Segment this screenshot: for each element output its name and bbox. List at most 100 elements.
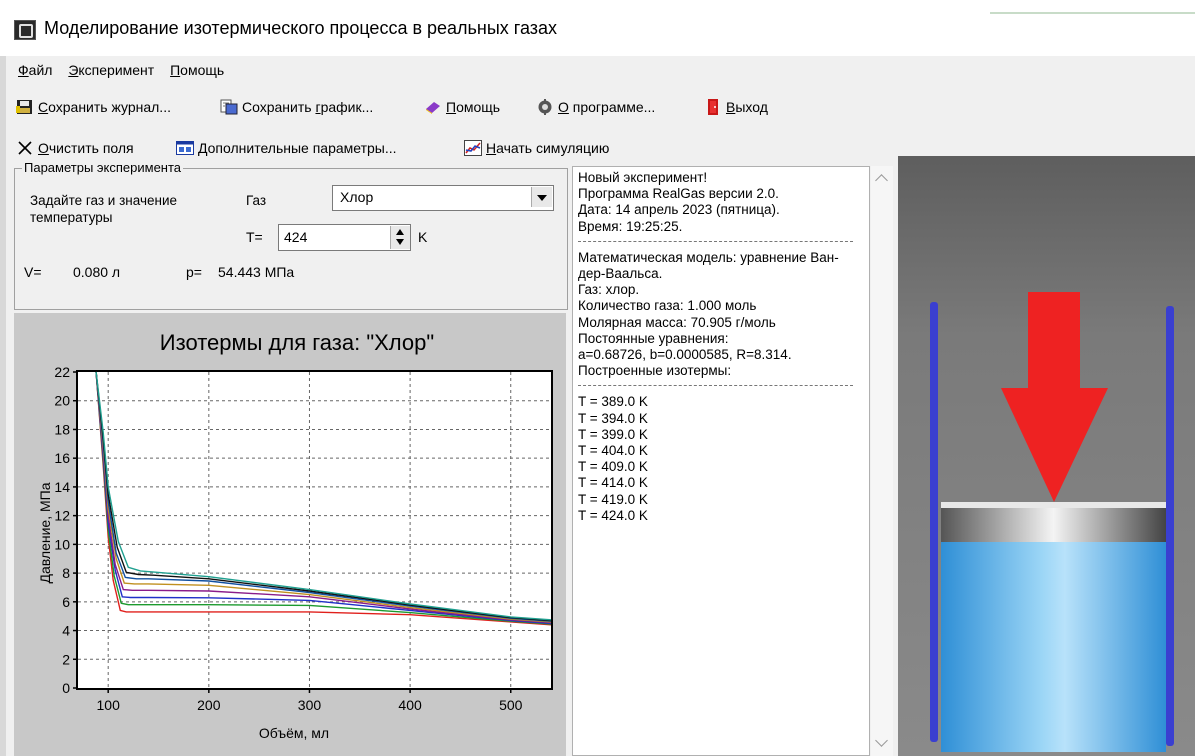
isotherm-line: [95, 371, 552, 625]
log-separator: [578, 240, 853, 242]
params-hint: Задайте газ и значение температуры: [30, 193, 177, 225]
isotherm-chart: Изотермы для газа: "Хлор" Объём, мл Давл…: [14, 313, 566, 756]
chevron-down-icon[interactable]: [531, 187, 552, 207]
gas-select[interactable]: [332, 185, 554, 211]
piston-simulation: [898, 156, 1195, 756]
log-line: Время: 19:25:25.: [578, 218, 683, 234]
gas-select-value: Хлор: [340, 189, 374, 205]
floppy-disk-icon: [16, 100, 32, 114]
title-bar: [0, 0, 1195, 56]
ticks: 100 200 300 400 500 0 2 4 6 8 10 12 14 16 18 20 22: [54, 364, 522, 713]
save-chart-icon: [220, 99, 238, 115]
gas-volume: [941, 542, 1166, 752]
chart-title: Изотермы для газа: "Хлор": [160, 330, 434, 355]
title-accent-line: [990, 12, 1195, 14]
menu-bar: Файл Эксперимент Помощь: [18, 62, 236, 86]
isotherm-line: [95, 371, 552, 624]
log-line: T = 394.0 K: [578, 410, 648, 426]
pressure-value: 54.443 МПа: [218, 264, 295, 280]
temperature-spinner[interactable]: [390, 226, 410, 249]
log-line: Программа RealGas версии 2.0.: [578, 186, 779, 202]
y-tick-label: 18: [54, 421, 70, 437]
menu-experiment[interactable]: Эксперимент: [68, 62, 155, 78]
x-tick-label: 300: [298, 697, 322, 713]
isotherm-line: [95, 371, 552, 625]
volume-value: 0.080 л: [73, 264, 121, 280]
series-group: [95, 371, 552, 626]
isotherm-line: [95, 371, 552, 621]
y-tick-label: 22: [54, 364, 70, 380]
x-tick-label: 400: [398, 697, 422, 713]
chart-graph-icon: [464, 140, 482, 156]
log-line: T = 409.0 K: [578, 459, 648, 475]
log-scrollbar[interactable]: [871, 166, 893, 756]
plot-area: [76, 370, 553, 690]
app-icon: [14, 20, 36, 40]
y-tick-label: 16: [54, 450, 70, 466]
menu-file[interactable]: Файл: [18, 62, 53, 78]
y-tick-label: 0: [62, 680, 70, 696]
log-line: Количество газа: 1.000 моль: [578, 298, 757, 314]
help-button[interactable]: Помощь: [424, 99, 500, 115]
log-line: Дата: 14 апрель 2023 (пятница).: [578, 202, 780, 218]
down-arrow-icon: [1001, 292, 1108, 502]
y-tick-label: 4: [62, 623, 70, 639]
pressure-label: p=: [186, 264, 202, 280]
log-line: T = 419.0 K: [578, 491, 648, 507]
clear-fields-button[interactable]: Очистить поля: [16, 140, 134, 156]
isotherm-line: [95, 371, 552, 622]
window-title: Моделирование изотермического процесса в…: [44, 18, 558, 38]
temperature-input[interactable]: [278, 224, 411, 251]
exit-button[interactable]: Выход: [704, 99, 768, 115]
log-separator: [578, 385, 853, 387]
y-tick-label: 8: [62, 565, 70, 581]
y-tick-label: 12: [54, 508, 70, 524]
isotherm-line: [95, 371, 552, 623]
log-line: T = 414.0 K: [578, 475, 648, 491]
experiment-log[interactable]: [572, 166, 870, 756]
volume-label: V=: [24, 264, 42, 280]
window-left-edge: [0, 56, 6, 756]
y-tick-label: 6: [62, 594, 70, 610]
extra-params-button[interactable]: Дополнительные параметры...: [176, 140, 397, 156]
isotherm-line: [95, 371, 552, 626]
x-tick-label: 500: [499, 697, 523, 713]
x-axis-label: Объём, мл: [259, 725, 329, 741]
start-simulation-button[interactable]: Начать симуляцию: [464, 140, 609, 156]
help-book-icon: [426, 102, 440, 114]
cylinder-left-wall: [930, 302, 938, 742]
x-tick-label: 100: [97, 697, 121, 713]
y-tick-label: 2: [62, 651, 70, 667]
log-line: Построенные изотермы:: [578, 363, 732, 379]
log-line: T = 404.0 K: [578, 443, 648, 459]
piston-top: [941, 502, 1166, 508]
log-line: T = 389.0 K: [578, 394, 648, 410]
log-line: T = 424.0 K: [578, 507, 648, 523]
log-line: Газ: хлор.: [578, 282, 640, 298]
temperature-unit: K: [418, 229, 428, 245]
temperature-value: 424: [284, 229, 308, 245]
y-tick-label: 10: [54, 536, 70, 552]
log-line: Постоянные уравнения:: [578, 330, 729, 346]
y-tick-label: 20: [54, 393, 70, 409]
isotherm-line: [95, 371, 552, 622]
save-log-button[interactable]: Сохранить журнал...: [16, 99, 171, 115]
log-line: Новый эксперимент!: [578, 170, 708, 185]
parameters-window-icon: [176, 141, 194, 155]
log-line: Молярная масса: 70.905 г/моль: [578, 314, 776, 330]
piston: [941, 502, 1166, 542]
log-line: Математическая модель: уравнение Ван-дер…: [578, 249, 839, 282]
y-tick-label: 14: [54, 479, 70, 495]
temperature-label: T=: [246, 229, 263, 245]
log-text: Новый эксперимент! Программа RealGas верс…: [578, 170, 853, 524]
panel-legend: Параметры эксперимента: [22, 160, 184, 175]
close-x-icon: [18, 141, 32, 155]
cylinder-right-wall: [1166, 306, 1174, 746]
exit-door-icon: [708, 99, 718, 115]
log-line: T = 399.0 K: [578, 426, 648, 442]
about-button[interactable]: О программе...: [536, 99, 655, 115]
menu-help[interactable]: Помощь: [170, 62, 225, 78]
about-gear-icon: [538, 99, 552, 115]
log-line: a=0.68726, b=0.0000585, R=8.314.: [578, 347, 792, 363]
save-chart-button[interactable]: Сохранить график...: [220, 99, 373, 115]
